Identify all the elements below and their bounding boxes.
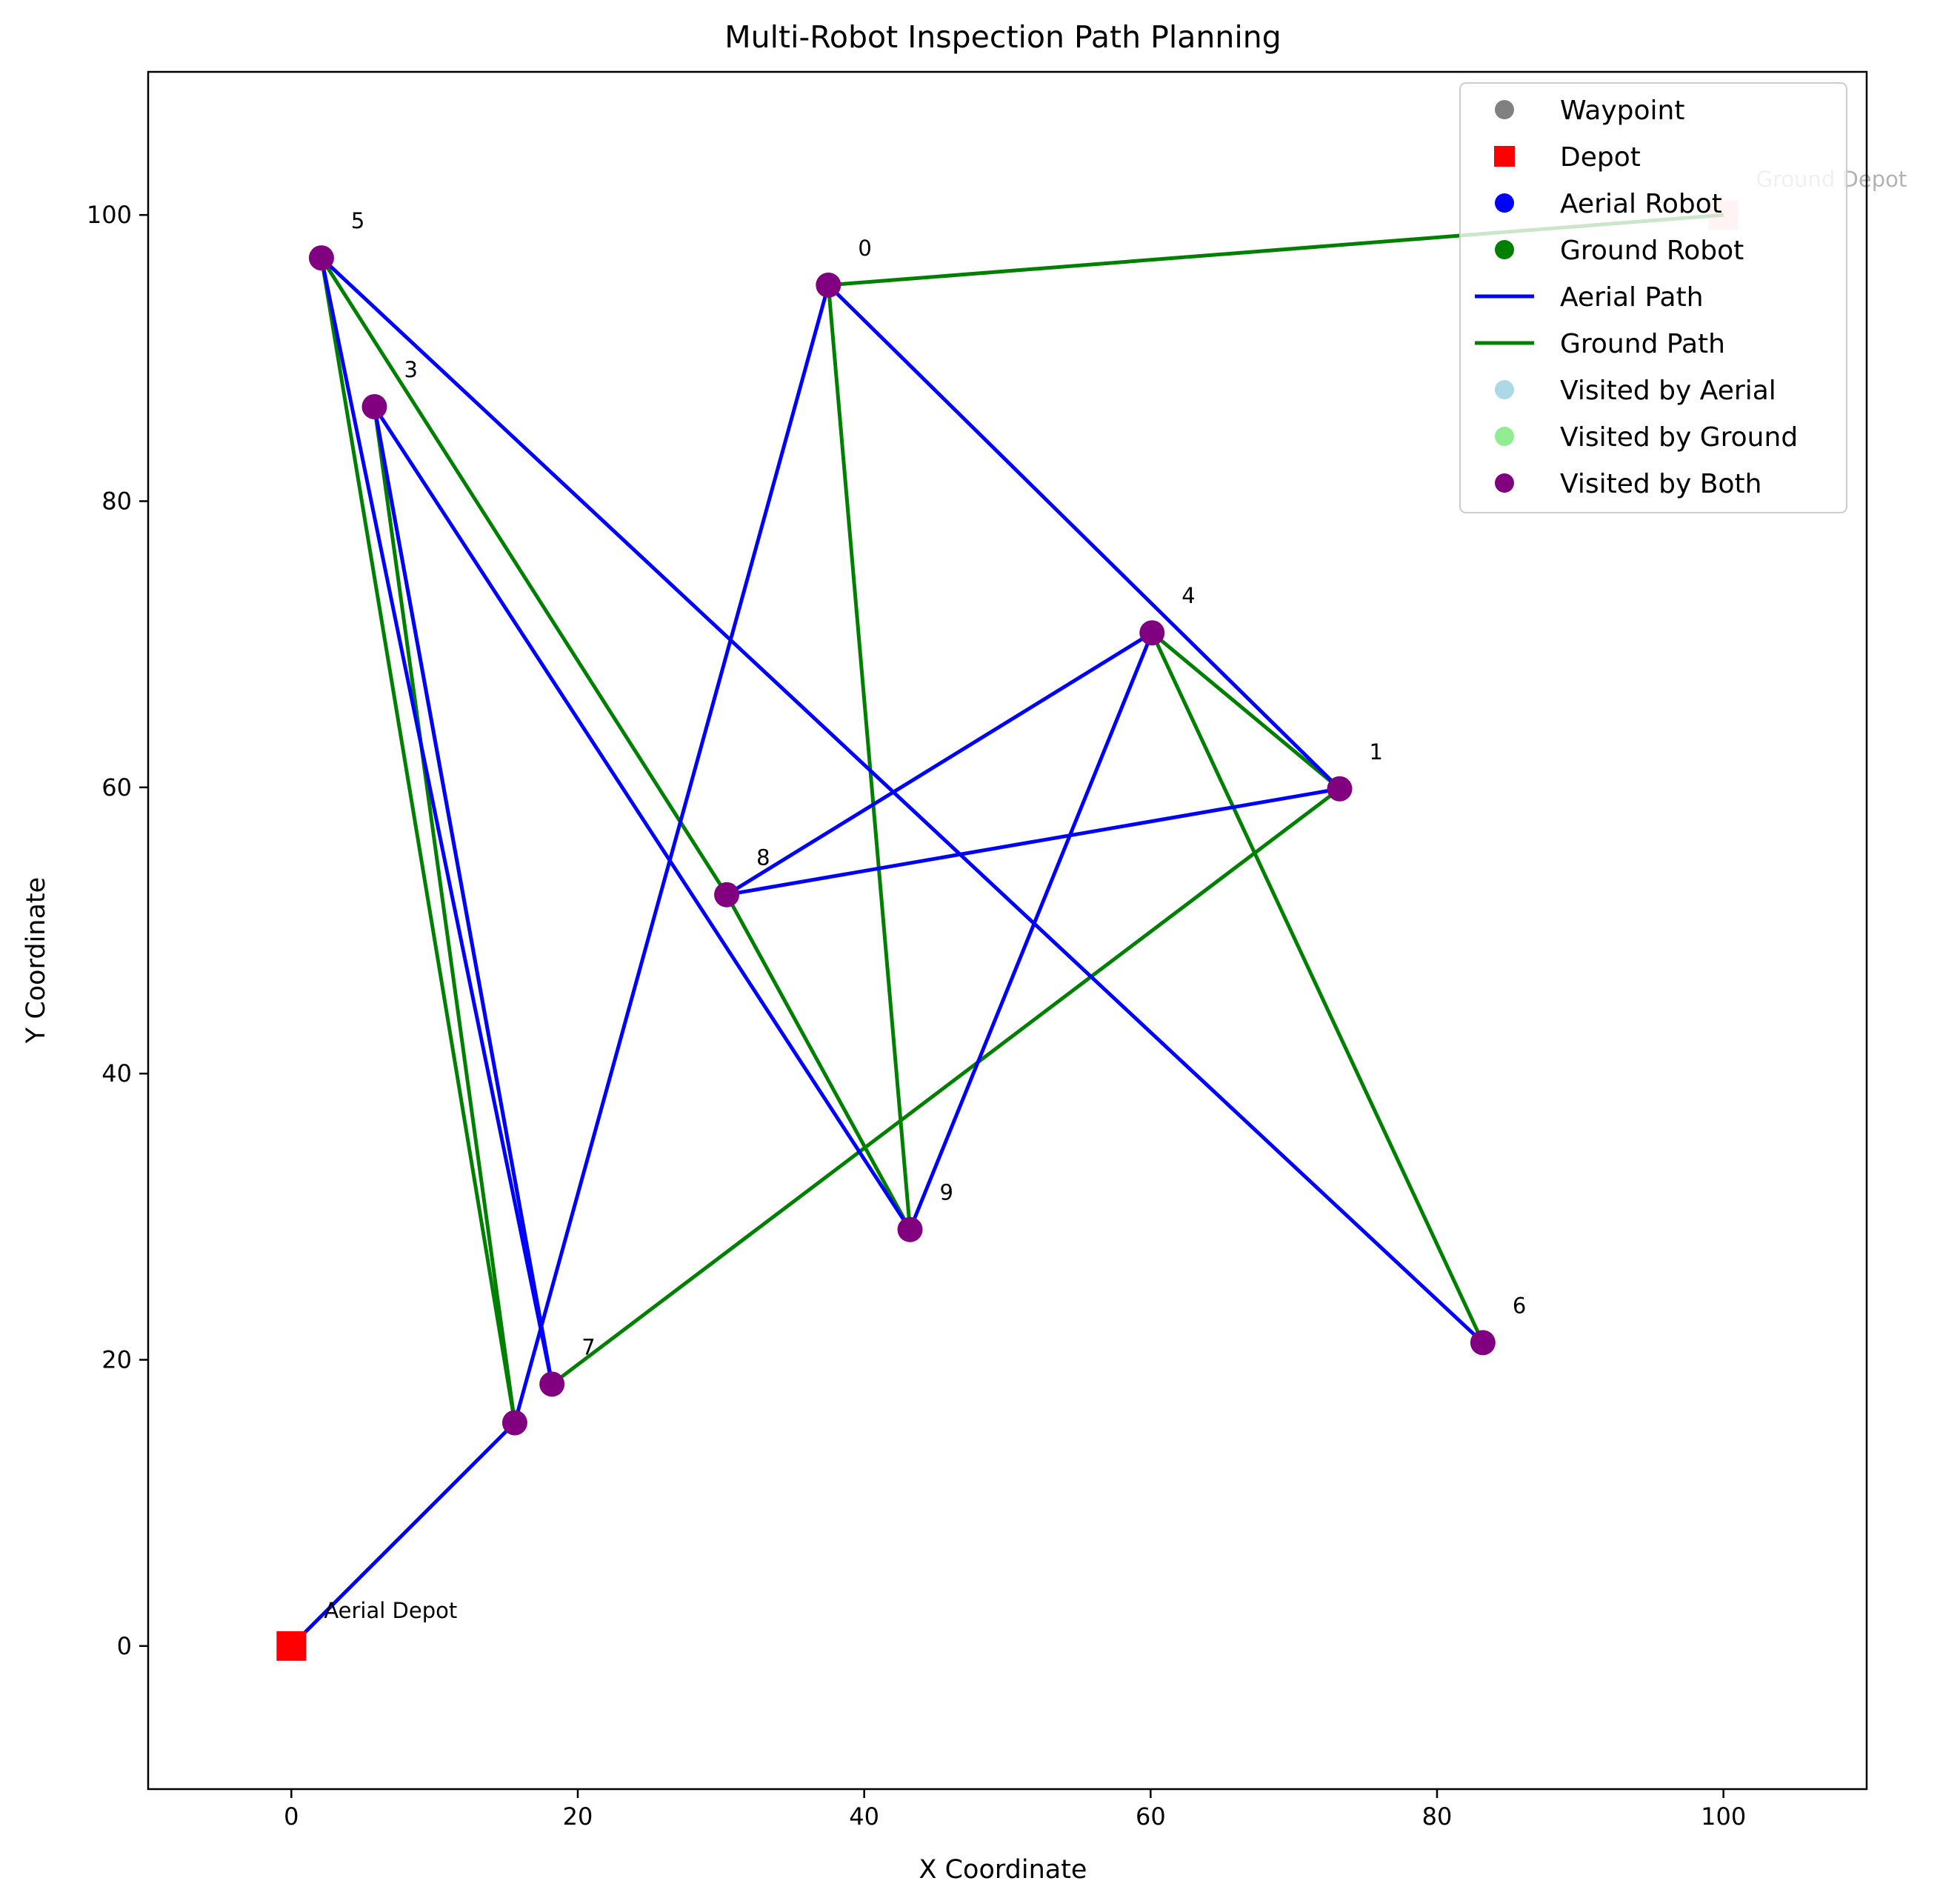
y-tick-label: 100 — [87, 201, 132, 229]
x-tick-label: 100 — [1701, 1802, 1746, 1831]
aerial-path-segment-8 — [319, 257, 554, 1385]
aerial-path-segment-4 — [725, 631, 1153, 896]
waypoint-marker-6 — [1470, 1330, 1496, 1356]
legend-handle — [1494, 146, 1515, 167]
aerial-path-segment-2 — [827, 284, 1341, 790]
ground-path-segment-8 — [1150, 631, 1341, 790]
aerial-path-segment-1 — [513, 284, 830, 1424]
aerial-path-segment-6 — [373, 405, 912, 1231]
legend-label: Aerial Robot — [1560, 189, 1722, 219]
depot-label: Aerial Depot — [324, 1598, 457, 1623]
legend-handle — [1495, 380, 1514, 399]
legend-label: Depot — [1560, 142, 1641, 173]
y-axis-label: Y Coordinate — [21, 877, 51, 1044]
waypoint-marker-1 — [1327, 776, 1353, 802]
y-tick-label: 0 — [117, 1632, 132, 1660]
y-tick-label: 80 — [101, 487, 132, 516]
waypoint-label: 8 — [756, 845, 770, 870]
plot-area: Aerial DepotGround Depot 0123456789 — [276, 167, 1907, 1661]
legend-label: Visited by Both — [1560, 469, 1761, 499]
ground-path-segment-1 — [826, 284, 913, 1230]
aerial-path-segment-3 — [726, 787, 1340, 897]
waypoint-marker-2 — [501, 1410, 527, 1436]
waypoint-marker-3 — [361, 394, 387, 420]
waypoint-label: 9 — [940, 1180, 953, 1205]
ground-path-segment-7 — [550, 787, 1341, 1386]
ground-path-segment-4 — [319, 257, 517, 1423]
aerial-path-segment-7 — [373, 406, 554, 1385]
legend: Waypoint Depot Aerial Robot Ground Robot Aer… — [1459, 82, 1847, 513]
depot-marker — [276, 1631, 307, 1661]
aerial-path-segment-0 — [290, 1421, 516, 1648]
legend-handle — [1495, 240, 1514, 259]
aerial-path-segment-9 — [320, 256, 1484, 1345]
aerial-path-segment-5 — [908, 632, 1154, 1231]
chart-title: Multi-Robot Inspection Path Planning — [724, 19, 1281, 55]
waypoint-marker-4 — [1139, 620, 1165, 646]
waypoint-label: 6 — [1513, 1293, 1526, 1318]
y-tick-label: 40 — [101, 1059, 132, 1088]
waypoints: 0123456789 — [308, 208, 1526, 1436]
x-tick-label: 60 — [1136, 1802, 1166, 1831]
legend-label: Visited by Ground — [1560, 422, 1798, 453]
legend-label: Visited by Aerial — [1560, 376, 1776, 406]
waypoint-label: 5 — [351, 208, 364, 233]
ground-path-segment-5 — [372, 406, 517, 1423]
legend-handle — [1495, 100, 1514, 119]
x-axis-label: X Coordinate — [919, 1855, 1087, 1885]
legend-handle — [1495, 427, 1514, 446]
x-tick-label: 0 — [284, 1802, 299, 1831]
waypoint-marker-0 — [816, 272, 841, 298]
aerial-path — [290, 256, 1484, 1648]
x-tick-label: 40 — [849, 1802, 879, 1831]
waypoint-label: 0 — [858, 236, 871, 261]
legend-label: Aerial Path — [1560, 282, 1704, 313]
x-tick-label: 80 — [1422, 1802, 1453, 1831]
legend-label: Ground Robot — [1560, 236, 1744, 266]
waypoint-marker-5 — [308, 245, 334, 271]
waypoint-label: 1 — [1370, 739, 1383, 765]
waypoint-marker-7 — [539, 1371, 565, 1397]
legend-label: Waypoint — [1560, 96, 1684, 126]
y-tick-label: 20 — [101, 1346, 132, 1374]
legend-box — [1459, 82, 1847, 513]
waypoint-marker-9 — [897, 1216, 923, 1242]
waypoint-label: 4 — [1181, 583, 1195, 608]
legend-label: Ground Path — [1560, 329, 1725, 359]
x-axis-ticks: 0 20 40 60 80 100 — [284, 1789, 1746, 1831]
y-axis-ticks: 0 20 40 60 80 100 — [87, 201, 148, 1660]
plot-frame — [147, 70, 1868, 1791]
waypoint-marker-8 — [714, 882, 740, 908]
y-tick-label: 60 — [101, 773, 132, 802]
ground-path-segment-2 — [724, 893, 912, 1231]
legend-handle — [1495, 193, 1514, 213]
x-tick-label: 20 — [563, 1802, 593, 1831]
ground-path-segment-9 — [1150, 632, 1485, 1344]
waypoint-label: 3 — [404, 357, 417, 382]
legend-handle — [1495, 473, 1514, 493]
ground-path-segment-3 — [319, 256, 729, 896]
waypoint-label: 7 — [581, 1334, 595, 1359]
